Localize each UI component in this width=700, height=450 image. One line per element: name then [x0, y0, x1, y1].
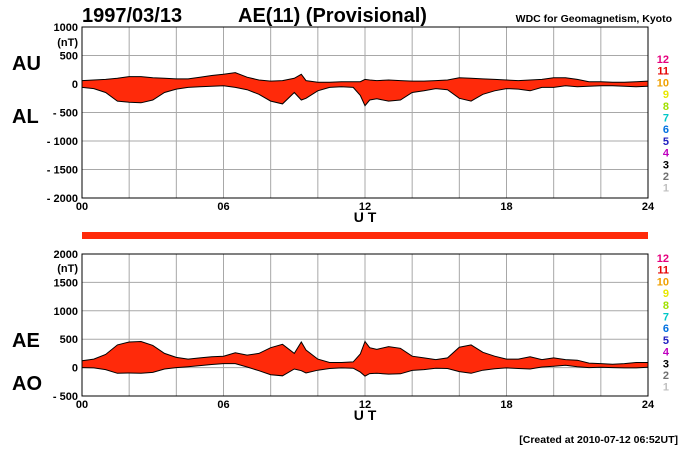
band-fill	[82, 72, 648, 106]
station-count-9: 9	[663, 89, 669, 101]
y-tick-label: 1000	[54, 22, 78, 34]
station-count-2: 2	[663, 370, 669, 382]
x-tick-label: 18	[500, 201, 512, 213]
x-tick-label: 00	[76, 201, 88, 213]
y-tick-label: 1000	[54, 306, 78, 318]
ae-side-label: AE	[12, 330, 40, 352]
y-tick-label: 2000	[54, 249, 78, 261]
upper-plot-frame	[81, 26, 649, 199]
x-tick-label: 24	[642, 201, 655, 213]
y-tick-label: - 500	[53, 108, 78, 120]
upper-x-tick-labels: 00 06 12 18 24	[76, 201, 655, 213]
x-tick-label: 12	[359, 399, 371, 411]
upper-data-area	[81, 72, 649, 107]
station-count-bar	[82, 232, 648, 239]
lower-data-area	[81, 340, 649, 377]
station-count-6: 6	[663, 124, 669, 136]
y-tick-label: 1500	[54, 277, 78, 289]
lower-grid	[82, 254, 648, 396]
x-tick-label: 06	[217, 201, 229, 213]
created-timestamp: [Created at 2010-07-12 06:52UT]	[519, 434, 678, 446]
y-tick-label: 500	[60, 334, 78, 346]
y-tick-label: - 1500	[47, 165, 78, 177]
station-count-8: 8	[663, 300, 669, 312]
upper-y-tick-labels: 1000 500 0 - 500 - 1000 - 1500 - 2000	[47, 22, 78, 205]
upper-x-axis-label: U T	[354, 209, 377, 225]
station-count-12: 12	[657, 54, 669, 66]
x-tick-label: 06	[217, 399, 229, 411]
y-tick-label: 0	[72, 363, 78, 375]
station-count-1: 1	[663, 183, 669, 195]
y-tick-label: 0	[72, 79, 78, 91]
lower-x-tick-labels: 00 06 12 18 24	[76, 399, 655, 411]
ao-side-label: AO	[12, 373, 42, 395]
station-count-11: 11	[657, 66, 669, 78]
x-tick-label: 18	[500, 399, 512, 411]
al-side-label: AL	[12, 106, 39, 128]
au-side-label: AU	[12, 53, 41, 75]
station-count-12: 12	[657, 253, 669, 265]
station-count-5: 5	[663, 335, 669, 347]
series-line-ae	[81, 340, 648, 365]
lower-plot-frame	[81, 253, 649, 397]
station-count-3: 3	[663, 358, 669, 370]
upper-panel: 1000 500 0 - 500 - 1000 - 1500 - 2000 00 06 12 18…	[12, 22, 655, 225]
y-tick-label: 500	[60, 51, 78, 63]
station-count-6: 6	[663, 323, 669, 335]
station-count-2: 2	[663, 171, 669, 183]
station-count-3: 3	[663, 159, 669, 171]
x-tick-label: 24	[642, 399, 655, 411]
station-count-10: 10	[657, 276, 669, 288]
station-count-1: 1	[663, 382, 669, 394]
y-tick-label: - 2000	[47, 193, 78, 205]
series-line-ao	[81, 363, 649, 377]
station-count-7: 7	[663, 113, 669, 125]
upper-y-unit: (nT)	[57, 37, 78, 49]
station-count-10: 10	[657, 77, 669, 89]
station-count-11: 11	[657, 265, 669, 277]
y-tick-label: - 1000	[47, 136, 78, 148]
station-count-8: 8	[663, 101, 669, 113]
station-count-9: 9	[663, 288, 669, 300]
series-line-au	[81, 72, 649, 83]
x-tick-label: 12	[359, 201, 371, 213]
y-tick-label: - 500	[53, 391, 78, 403]
station-count-4: 4	[663, 148, 670, 160]
x-tick-label: 00	[76, 399, 88, 411]
station-count-4: 4	[663, 347, 670, 359]
date-label: 1997/03/13	[82, 5, 182, 27]
lower-x-axis-label: U T	[354, 407, 377, 423]
station-count-5: 5	[663, 136, 669, 148]
source-label: WDC for Geomagnetism, Kyoto	[516, 13, 672, 25]
series-line-al	[81, 85, 649, 107]
upper-grid	[82, 27, 648, 198]
lower-panel: 2000 1500 1000 500 0 - 500 00 06 12 18 24 (nT) U …	[12, 249, 655, 423]
chart-title: AE(11) (Provisional)	[238, 5, 427, 27]
lower-y-tick-labels: 2000 1500 1000 500 0 - 500	[53, 249, 78, 403]
station-count-7: 7	[663, 312, 669, 324]
lower-y-unit: (nT)	[57, 263, 78, 275]
